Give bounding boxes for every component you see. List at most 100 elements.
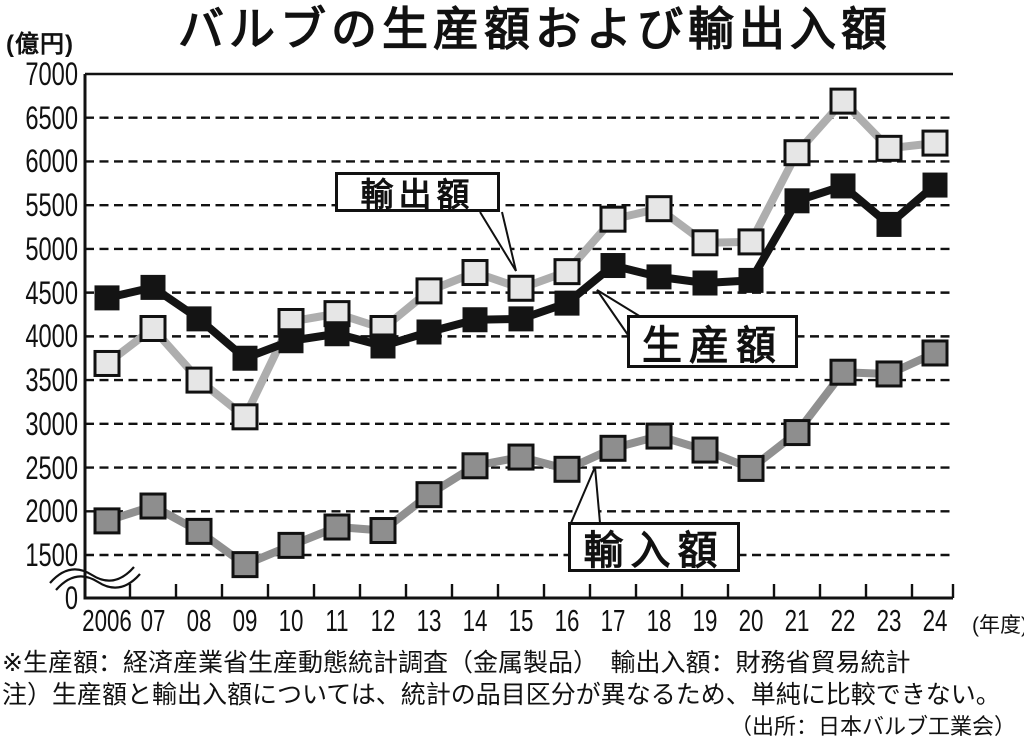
import-marker: [875, 360, 903, 388]
x-tick-label: 22: [830, 603, 856, 638]
production-marker: [462, 307, 488, 333]
import-marker: [737, 454, 765, 482]
export-marker: [599, 205, 627, 233]
y-tick-label: 2000: [25, 493, 78, 530]
export-marker: [553, 258, 581, 286]
production-marker: [738, 267, 764, 293]
import-label-pointer: [570, 466, 601, 524]
production-marker: [508, 306, 534, 332]
export-line: [104, 97, 936, 421]
import-marker: [507, 443, 535, 471]
y-tick-label: 4500: [25, 274, 78, 311]
chart-title: バルブの生産額および輸出入額: [178, 3, 892, 55]
production-marker: [876, 211, 902, 237]
import-marker: [553, 455, 581, 483]
x-tick-label: 14: [462, 603, 488, 638]
export-marker: [507, 274, 535, 302]
import-marker: [921, 339, 949, 367]
export-marker: [231, 403, 259, 431]
y-tick-label: 3000: [25, 405, 78, 442]
footnote-caution: 注）生産額と輸出入額については、統計の品目区分が異なるため、単純に比較できない。: [2, 681, 1001, 709]
y-tick-label: 3500: [25, 362, 78, 399]
import-marker: [369, 517, 397, 545]
export-marker: [185, 366, 213, 394]
production-marker: [232, 345, 258, 371]
export-marker: [461, 259, 489, 287]
footnote-credit: （出所：日本バルブ工業会）: [729, 714, 1016, 739]
import-series-label: 輸入額: [568, 522, 740, 573]
x-tick-label: 12: [370, 603, 396, 638]
import-marker: [645, 422, 673, 450]
production-marker: [186, 306, 212, 332]
production-marker: [416, 319, 442, 345]
export-marker: [93, 349, 121, 377]
x-tick-label: 19: [692, 603, 718, 638]
export-marker: [875, 134, 903, 162]
production-marker: [324, 321, 350, 347]
import-marker: [185, 517, 213, 545]
export-marker: [415, 277, 443, 305]
import-marker: [415, 481, 443, 509]
production-line: [106, 181, 938, 363]
import-marker: [783, 419, 811, 447]
export-marker: [783, 139, 811, 167]
y-tick-label: 6000: [25, 143, 78, 180]
x-tick-label: 07: [140, 603, 166, 638]
x-tick-label: 11: [325, 603, 349, 638]
axis-break-mark: [49, 566, 135, 584]
export-series-label: 輸出額: [335, 172, 500, 213]
x-tick-label: 23: [876, 603, 902, 638]
import-marker: [461, 452, 489, 480]
import-marker: [93, 507, 121, 535]
export-label-pointer: [479, 211, 517, 272]
export-marker: [139, 314, 167, 342]
x-tick-label: 10: [278, 603, 304, 638]
production-marker: [600, 253, 626, 279]
import-marker: [323, 513, 351, 541]
import-marker: [829, 358, 857, 386]
export-marker: [829, 87, 857, 115]
production-marker: [94, 285, 120, 311]
import-marker: [277, 531, 305, 559]
axis-break-mark: [55, 573, 141, 591]
production-marker: [554, 290, 580, 316]
production-series-label: 生産額: [627, 315, 798, 368]
production-marker: [370, 333, 396, 359]
x-tick-label: 20: [738, 603, 764, 638]
x-tick-label: 24: [922, 603, 948, 638]
x-tick-label: 15: [508, 603, 534, 638]
import-marker: [691, 436, 719, 464]
production-marker: [692, 270, 718, 296]
x-tick-label: 09: [232, 603, 258, 638]
import-marker: [231, 551, 259, 579]
x-tick-label: 13: [416, 603, 442, 638]
y-tick-label: 2500: [25, 449, 78, 486]
production-marker: [830, 173, 856, 199]
x-tick-label: 08: [186, 603, 212, 638]
export-marker: [645, 195, 673, 223]
y-tick-label: 5000: [25, 230, 78, 267]
y-tick-label: 5500: [25, 187, 78, 224]
production-marker: [646, 264, 672, 290]
export-marker: [921, 129, 949, 157]
production-marker: [784, 188, 810, 214]
footnote-sources: ※生産額：経済産業省生産動態統計調査（金属製品） 輸出入額：財務省貿易統計: [2, 649, 911, 677]
y-tick-label: 7000: [25, 56, 78, 92]
x-tick-label: 18: [646, 603, 672, 638]
production-marker: [140, 274, 166, 300]
y-tick-label: 4000: [25, 318, 78, 355]
y-tick-label: 6500: [25, 99, 78, 136]
y-tick-label: 0: [64, 580, 78, 616]
x-tick-label: 2006: [82, 603, 132, 638]
export-marker: [737, 228, 765, 256]
x-tick-label: 21: [784, 603, 810, 638]
production-marker: [278, 328, 304, 354]
x-tick-label: 16: [554, 603, 580, 638]
production-marker: [922, 172, 948, 198]
import-marker: [599, 434, 627, 462]
import-marker: [139, 492, 167, 520]
x-axis-unit-label: (年度): [972, 614, 1024, 637]
y-axis-unit-label: (億円): [6, 31, 74, 58]
